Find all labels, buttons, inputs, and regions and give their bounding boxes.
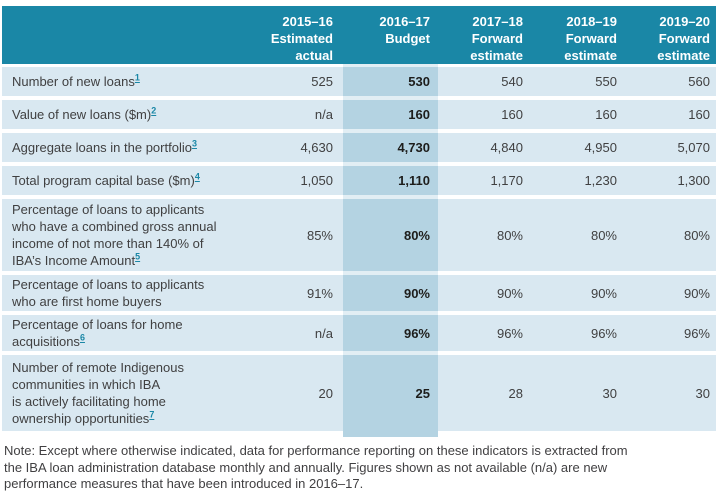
col-header-2019-20: 2019–20 Forward estimate [657, 14, 710, 63]
value-2017-18: 90% [496, 285, 523, 301]
row-divider [2, 64, 716, 67]
value-2015-16: 85% [306, 227, 333, 243]
value-2019-20: 5,070 [677, 140, 710, 155]
value-2017-18: 1,170 [490, 173, 523, 188]
footnote-link-3[interactable]: 3 [191, 138, 197, 149]
table-note: Note: Except where otherwise indicated, … [4, 443, 628, 491]
footnote-link-2[interactable]: 2 [151, 105, 157, 116]
value-2018-19: 90% [590, 285, 617, 301]
row-label: Percentage of loans to applicants who ar… [12, 277, 205, 309]
row-label: Aggregate loans in the portfolio [12, 140, 192, 155]
footnote-link-6[interactable]: 6 [79, 332, 85, 343]
col-header-2018-19: 2018–19 Forward estimate [564, 14, 617, 63]
value-2019-20: 80% [683, 227, 710, 243]
row-divider [2, 129, 716, 133]
row-divider [2, 271, 716, 275]
table-row-number-of-new-loans: Number of new loans1 525 530 540 550 560 [2, 67, 716, 96]
value-2018-19: 4,950 [584, 140, 617, 155]
value-2019-20: 90% [683, 285, 710, 301]
value-2015-16: 20 [318, 385, 333, 401]
value-2018-19: 550 [595, 74, 617, 89]
value-2018-19: 1,230 [584, 173, 617, 188]
value-2019-20: 30 [695, 385, 710, 401]
col-header-2016-17-budget: 2016–17 Budget [379, 14, 430, 46]
value-budget: 90% [403, 285, 430, 301]
table-row-value-of-new-loans: Value of new loans ($m)2 n/a 160 160 160… [2, 100, 716, 129]
table-row-total-program-capital: Total program capital base ($m)4 1,050 1… [2, 166, 716, 195]
value-2019-20: 560 [688, 74, 710, 89]
value-2015-16: n/a [314, 107, 333, 122]
footnote-link-4[interactable]: 4 [194, 171, 200, 182]
value-2015-16: 4,630 [300, 140, 333, 155]
col-header-2017-18: 2017–18 Forward estimate [470, 14, 523, 63]
row-divider [2, 311, 716, 315]
value-budget: 160 [408, 107, 430, 122]
value-2018-19: 30 [602, 385, 617, 401]
value-2017-18: 28 [508, 385, 523, 401]
row-divider [2, 351, 716, 355]
value-2017-18: 160 [501, 107, 523, 122]
value-budget: 80% [403, 227, 430, 243]
col-header-2015-16: 2015–16 Estimated actual [270, 14, 333, 63]
row-label: Number of new loans [12, 74, 135, 89]
row-label: Total program capital base ($m) [12, 173, 195, 188]
value-2017-18: 540 [501, 74, 523, 89]
footnote-link-5[interactable]: 5 [135, 251, 141, 262]
value-2017-18: 4,840 [490, 140, 523, 155]
row-label: Percentage of loans for home acquisition… [12, 317, 183, 349]
table-row-remote-communities: Number of remote Indigenous communities … [2, 355, 716, 431]
value-2017-18: 80% [496, 227, 523, 243]
value-2019-20: 96% [683, 325, 710, 341]
value-budget: 4,730 [397, 140, 430, 155]
row-label: Value of new loans ($m) [12, 107, 152, 122]
row-divider [2, 195, 716, 199]
table-row-pct-income-140: Percentage of loans to applicants who ha… [2, 199, 716, 271]
performance-indicators-table: 2015–16 Estimated actual 2016–17 Budget … [2, 6, 716, 437]
footnote-link-7[interactable]: 7 [149, 409, 155, 420]
footnote-link-1[interactable]: 1 [134, 72, 140, 83]
value-budget: 96% [403, 325, 430, 341]
table-row-aggregate-loans: Aggregate loans in the portfolio3 4,630 … [2, 133, 716, 162]
value-2015-16: 525 [311, 74, 333, 89]
value-2019-20: 160 [688, 107, 710, 122]
value-2018-19: 96% [590, 325, 617, 341]
table-header-row: 2015–16 Estimated actual 2016–17 Budget … [2, 6, 716, 64]
row-divider [2, 96, 716, 100]
value-budget: 530 [408, 74, 430, 89]
value-2018-19: 80% [590, 227, 617, 243]
value-2017-18: 96% [496, 325, 523, 341]
value-budget: 1,110 [398, 173, 430, 188]
table-row-pct-first-home-buyers: Percentage of loans to applicants who ar… [2, 275, 716, 311]
value-2015-16: 91% [306, 285, 333, 301]
value-2015-16: n/a [314, 325, 333, 341]
table-row-pct-home-acquisitions: Percentage of loans for home acquisition… [2, 315, 716, 351]
row-label: Percentage of loans to applicants who ha… [12, 202, 217, 268]
value-2018-19: 160 [595, 107, 617, 122]
row-label: Number of remote Indigenous communities … [12, 360, 184, 426]
header-spacer [2, 6, 248, 64]
row-divider [2, 162, 716, 166]
value-2015-16: 1,050 [300, 173, 333, 188]
value-2019-20: 1,300 [677, 173, 710, 188]
value-budget: 25 [415, 385, 430, 401]
